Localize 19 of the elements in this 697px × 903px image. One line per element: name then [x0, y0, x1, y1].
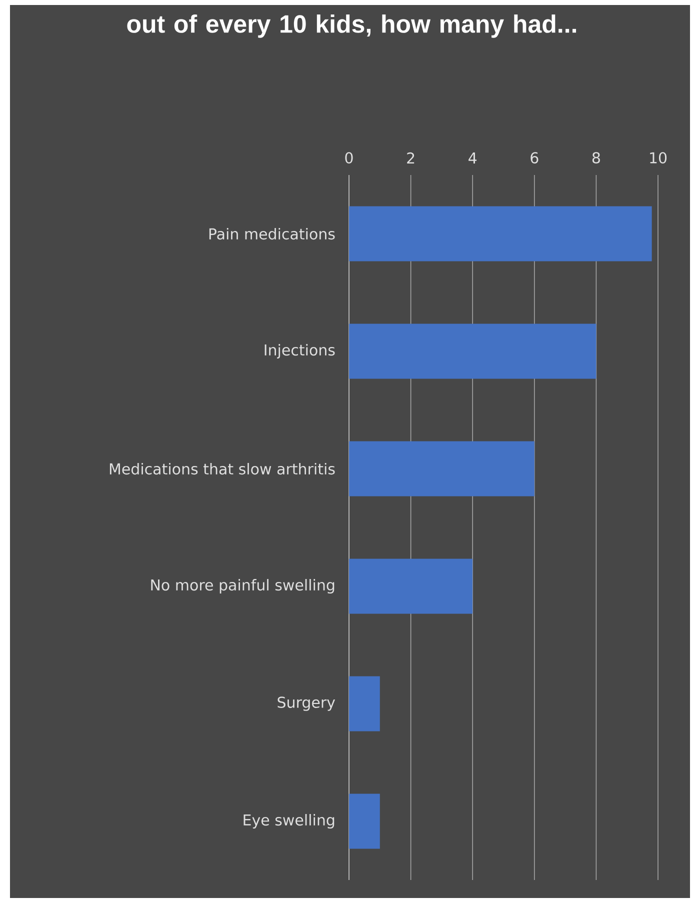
bar — [349, 794, 380, 849]
y-tick-label: Surgery — [278, 696, 336, 711]
bar — [349, 324, 596, 379]
x-tick-label: 8 — [592, 152, 600, 164]
x-tick-label: 0 — [345, 152, 353, 164]
x-tick-label: 10 — [650, 152, 667, 164]
y-tick-label: Eye swelling — [244, 814, 334, 829]
x-tick-label: 2 — [407, 152, 414, 164]
y-tick-label: Injections — [264, 344, 335, 359]
bar — [349, 441, 534, 496]
bar — [349, 676, 380, 732]
y-tick-label: Pain medications — [209, 228, 335, 240]
bar — [349, 206, 652, 262]
y-tick-label: Medications that slow arthritis — [110, 462, 335, 475]
x-tick-label: 6 — [530, 152, 538, 164]
x-tick-label: 4 — [468, 152, 477, 164]
chart-title: out of every 10 kids, how many had... — [127, 14, 576, 38]
y-tick-label: No more painful swelling — [151, 579, 334, 594]
bar — [349, 558, 473, 614]
